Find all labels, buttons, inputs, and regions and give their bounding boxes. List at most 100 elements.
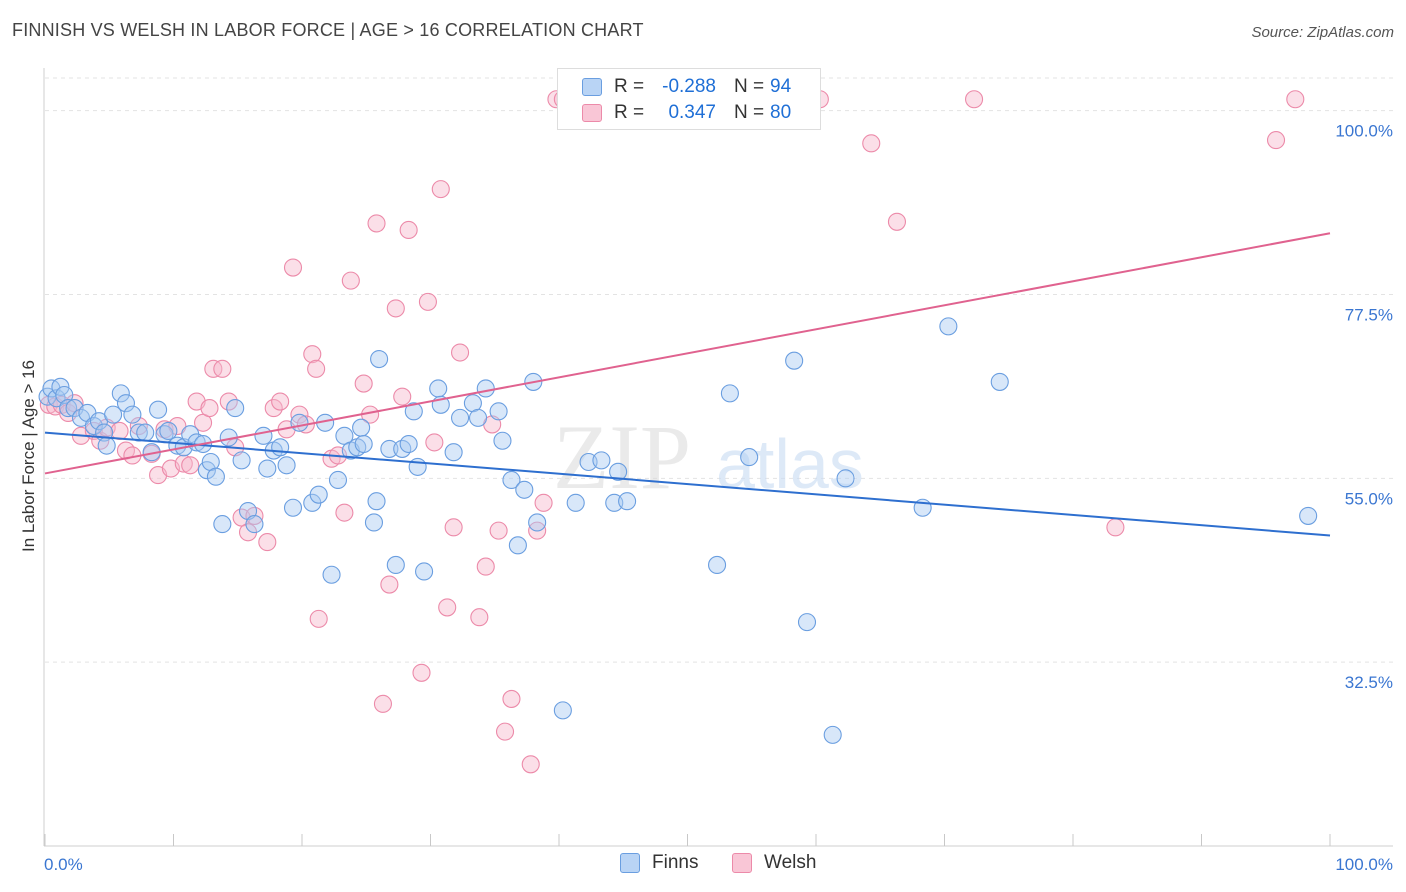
y-axis-label: In Labor Force | Age > 16 [19,359,38,553]
finns-n-label: N = [734,76,765,97]
finns-point [708,555,727,574]
finns-point [592,451,611,470]
finns-points [38,317,1318,744]
welsh-n-value: 80 [770,102,792,123]
welsh-point [373,694,393,713]
finns-point [277,456,296,475]
finns-point [254,426,273,445]
finns-point [370,350,389,369]
finns-r-label: R = [614,76,645,97]
welsh-point [399,220,418,240]
finns-point [553,701,572,720]
welsh-point [451,343,470,362]
finns-legend-label: Finns [652,852,699,873]
welsh-point [495,722,515,741]
welsh-legend-label: Welsh [764,852,817,873]
finns-point [352,418,371,437]
finns-point [618,492,637,511]
welsh-swatch [582,104,602,122]
welsh-point [862,134,881,153]
axes [43,68,1393,847]
finns-point [404,402,423,421]
finns-point [720,384,739,403]
welsh-point [887,212,907,231]
welsh-r-label: R = [614,102,645,123]
finns-point [213,515,232,534]
finns-point [245,515,264,534]
welsh-point [110,421,129,441]
welsh-point [309,609,328,628]
finns-point [283,498,303,517]
finns-point [468,408,488,427]
welsh-point [1286,90,1305,109]
finns-point [149,400,168,419]
welsh-legend-swatch [732,853,752,873]
finns-point [136,423,155,442]
finns-point [493,431,512,450]
finns-point [429,379,448,398]
welsh-point [1106,518,1125,537]
finns-point [159,421,178,441]
welsh-point [264,399,283,418]
finns-point [508,536,527,555]
finns-point [399,434,418,454]
welsh-point [129,417,148,436]
welsh-point [476,557,495,576]
welsh-point [1266,131,1286,150]
finns-legend-swatch [620,853,640,873]
correlation-legend: R = -0.288 N = 94 R = 0.347 N = 80 [557,68,821,130]
welsh-n-label: N = [734,102,765,123]
finns-point [238,501,258,521]
finns-point [111,384,130,403]
finns-point [271,438,290,457]
welsh-point [200,399,219,418]
finns-point [415,562,434,581]
finns-point [97,436,116,455]
finns-point [408,457,427,476]
finns-point [609,462,628,481]
welsh-point [283,258,303,277]
finns-point [364,513,384,532]
finns-point [740,448,759,467]
welsh-point [213,359,232,378]
finns-point [489,402,508,421]
welsh-point [418,292,437,311]
welsh-point [521,755,540,774]
y-tick-label: 100.0% [1335,122,1393,141]
welsh-point [219,392,238,411]
welsh-point [367,214,386,233]
welsh-point [341,271,360,290]
y-tick-label: 77.5% [1345,306,1393,325]
welsh-point [271,392,290,411]
x-tick-label-min: 0.0% [44,855,83,874]
finns-point [386,555,405,574]
finns-point [785,351,804,370]
finns-point [797,613,817,632]
welsh-point [307,359,326,378]
welsh-point [470,608,489,627]
finns-trend-line [44,431,1331,537]
welsh-point [380,575,399,594]
finns-point [322,565,341,584]
welsh-point [534,493,553,512]
finns-point [123,405,142,424]
welsh-point [174,454,193,473]
welsh-point [489,521,508,540]
finns-point [258,459,277,478]
watermark-atlas: atlas [716,425,864,503]
welsh-point [393,387,412,406]
finns-point [502,470,521,490]
finns-point [290,413,309,432]
finns-point [990,372,1009,391]
finns-point [823,725,842,744]
x-tick-label-max: 100.0% [1335,855,1393,874]
welsh-point [386,299,405,318]
welsh-trend-line [44,232,1331,475]
welsh-point [412,663,431,682]
finns-point [515,480,534,499]
finns-point [232,451,251,470]
welsh-point [431,180,450,199]
welsh-point [444,518,463,537]
finns-point [367,492,386,511]
